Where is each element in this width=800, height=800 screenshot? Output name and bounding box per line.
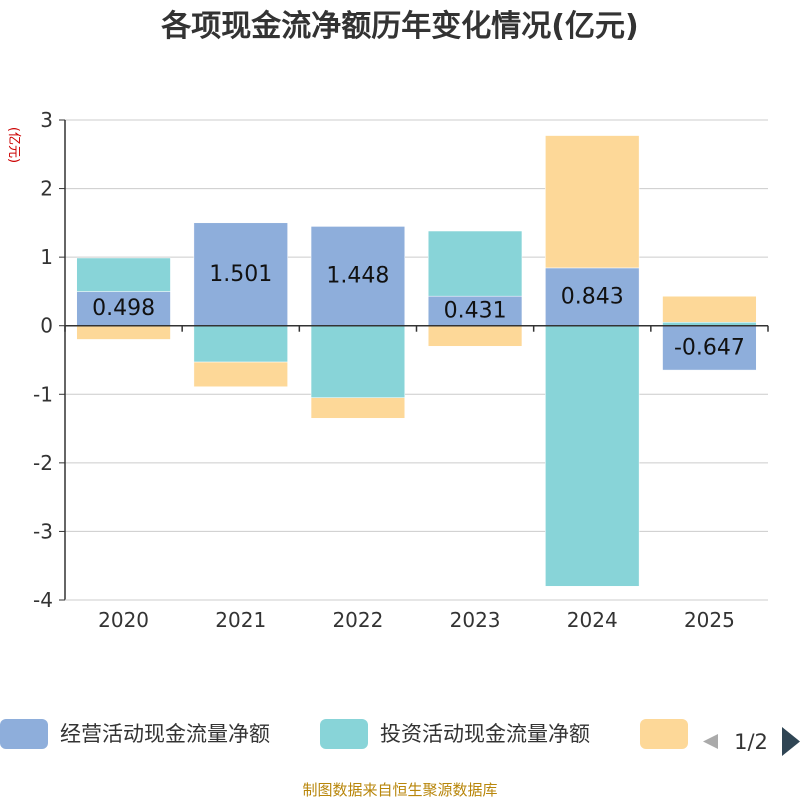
legend-label-1[interactable]: 经营活动现金流量净额 xyxy=(60,722,270,746)
pager-next-icon[interactable] xyxy=(782,727,800,756)
y-tick-label: -4 xyxy=(33,588,53,612)
bar-2024-series-2[interactable] xyxy=(545,325,640,587)
data-label-2024: 0.843 xyxy=(561,284,624,309)
y-tick-label: 0 xyxy=(40,314,53,338)
x-tick-label-2025: 2025 xyxy=(684,608,735,632)
bar-2021-series-3[interactable] xyxy=(193,361,288,387)
bar-2020-series-3[interactable] xyxy=(76,325,171,340)
legend-swatch-3[interactable] xyxy=(640,719,688,749)
bar-2023-series-2[interactable] xyxy=(427,230,523,297)
bar-2021-series-1[interactable] xyxy=(193,222,288,326)
bar-2024-series-3[interactable] xyxy=(545,135,640,269)
bar-2022-series-1[interactable] xyxy=(310,226,406,326)
legend-pager[interactable]: 1/2 xyxy=(703,727,800,756)
bar-2025-series-3[interactable] xyxy=(662,295,757,323)
footer-source: 制图数据来自恒生聚源数据库 xyxy=(302,781,497,799)
legend-swatch-1[interactable] xyxy=(0,719,48,749)
y-tick-label: 3 xyxy=(40,108,53,132)
data-label-2020: 0.498 xyxy=(92,296,155,321)
y-tick-label: 2 xyxy=(40,177,53,201)
legend-swatch-2[interactable] xyxy=(320,719,368,749)
x-tick-label-2023: 2023 xyxy=(450,608,501,632)
x-tick-label-2020: 2020 xyxy=(98,608,149,632)
axes: 3 2 1 0 -1 -2 -3 -4 2020 2021 2022 2023 2024 2025 xyxy=(33,108,769,632)
x-tick-label-2021: 2021 xyxy=(215,608,266,632)
data-label-2022: 1.448 xyxy=(326,264,389,289)
x-tick-label-2022: 2022 xyxy=(332,608,383,632)
bar-2022-series-3[interactable] xyxy=(310,397,406,419)
pager-prev-icon[interactable] xyxy=(703,734,718,749)
y-tick-label: -3 xyxy=(33,519,53,543)
bar-2023-series-3[interactable] xyxy=(427,325,523,347)
bar-2022-series-2[interactable] xyxy=(310,325,406,398)
data-labels: 0.498 1.501 1.448 0.431 0.843 -0.647 xyxy=(92,262,745,361)
bars xyxy=(76,135,757,587)
chart-title: 各项现金流净额历年变化情况(亿元) xyxy=(160,9,638,44)
data-label-2023: 0.431 xyxy=(444,298,507,323)
bar-2023-series-1[interactable] xyxy=(427,295,523,326)
data-label-2021: 1.501 xyxy=(209,262,272,287)
bar-2025-series-1[interactable] xyxy=(662,325,757,371)
x-tick-label-2024: 2024 xyxy=(567,608,618,632)
bar-2020-series-2[interactable] xyxy=(76,257,171,292)
data-label-2025: -0.647 xyxy=(674,335,745,360)
y-axis-label: (亿元) xyxy=(6,127,21,163)
pager-text: 1/2 xyxy=(734,730,768,754)
y-tick-label: -2 xyxy=(33,451,53,475)
y-tick-label: -1 xyxy=(33,382,53,406)
legend[interactable]: 经营活动现金流量净额 投资活动现金流量净额 xyxy=(0,719,688,749)
y-tick-label: 1 xyxy=(40,245,53,269)
legend-label-2[interactable]: 投资活动现金流量净额 xyxy=(380,722,590,746)
bar-2024-series-1[interactable] xyxy=(545,267,640,326)
bar-2021-series-2[interactable] xyxy=(193,325,288,363)
